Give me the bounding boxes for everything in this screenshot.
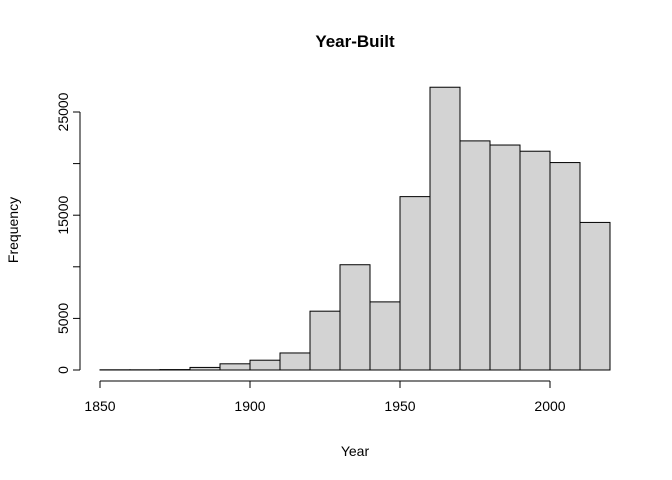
y-tick-label-5000: 5000: [55, 303, 71, 334]
bars: [99, 86, 611, 371]
bar-1920-1930: [309, 310, 341, 371]
y-tick-label-15000: 15000: [55, 196, 71, 235]
x-tick-label-2000: 2000: [534, 398, 565, 414]
bar-2000-2010: [549, 162, 581, 371]
x-axis-label: Year: [341, 443, 370, 459]
bar-1940-1950: [369, 301, 401, 371]
bar-2010-2020: [579, 221, 611, 371]
bar-1910-1920: [279, 352, 311, 371]
chart-title: Year-Built: [315, 32, 395, 51]
y-axis: 0 5000 15000 25000: [55, 92, 81, 374]
x-tick-label-1950: 1950: [384, 398, 415, 414]
y-tick-label-25000: 25000: [55, 92, 71, 131]
bar-1930-1940: [339, 264, 371, 371]
bar-1960-1970: [429, 86, 461, 371]
bar-1950-1960: [399, 196, 431, 371]
y-axis-label: Frequency: [5, 197, 21, 263]
x-tick-label-1900: 1900: [234, 398, 265, 414]
y-tick-label-0: 0: [55, 366, 71, 374]
bar-1900-1910: [249, 359, 281, 371]
bar-1980-1990: [489, 144, 521, 371]
bar-1990-2000: [519, 150, 551, 371]
bar-1890-1900: [219, 363, 251, 371]
bar-1880-1890: [189, 366, 221, 371]
x-tick-label-1850: 1850: [84, 398, 115, 414]
bar-1970-1980: [459, 140, 491, 371]
x-axis: 1850 1900 1950 2000: [84, 380, 566, 414]
